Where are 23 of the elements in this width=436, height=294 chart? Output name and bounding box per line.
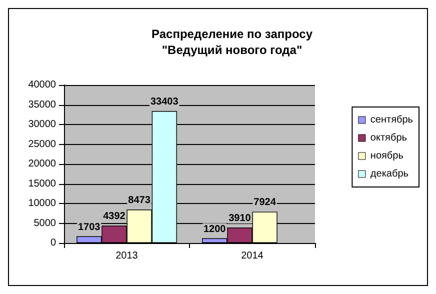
x-tick-label: 2014	[241, 250, 264, 262]
data-label: 33403	[150, 96, 179, 108]
y-tick-label: 35000	[28, 99, 56, 110]
y-tick-label: 15000	[28, 178, 56, 190]
legend-label: декабрь	[370, 168, 408, 180]
y-tick-label: 25000	[28, 138, 56, 150]
y-tick-label: 30000	[28, 119, 56, 130]
data-label: 1200	[203, 224, 226, 235]
data-label: 1703	[78, 222, 101, 233]
y-tick-label: 20000	[28, 158, 56, 170]
legend-label: ноябрь	[370, 150, 404, 162]
y-tick-label: 0	[50, 238, 56, 248]
x-tick-label: 2013	[116, 250, 138, 262]
data-label: 8473	[128, 195, 151, 206]
legend-label: сентябрь	[370, 114, 413, 126]
legend-label: октябрь	[370, 132, 407, 144]
chart-title: Распределение по запросу "Ведущий нового года"	[152, 27, 313, 57]
data-label: 7924	[254, 197, 276, 208]
data-label: 4392	[103, 211, 126, 222]
y-tick-label: 5000	[34, 218, 56, 229]
data-label: 3910	[228, 213, 252, 224]
y-tick-label: 10000	[28, 198, 56, 209]
y-tick-label: 40000	[28, 80, 56, 90]
